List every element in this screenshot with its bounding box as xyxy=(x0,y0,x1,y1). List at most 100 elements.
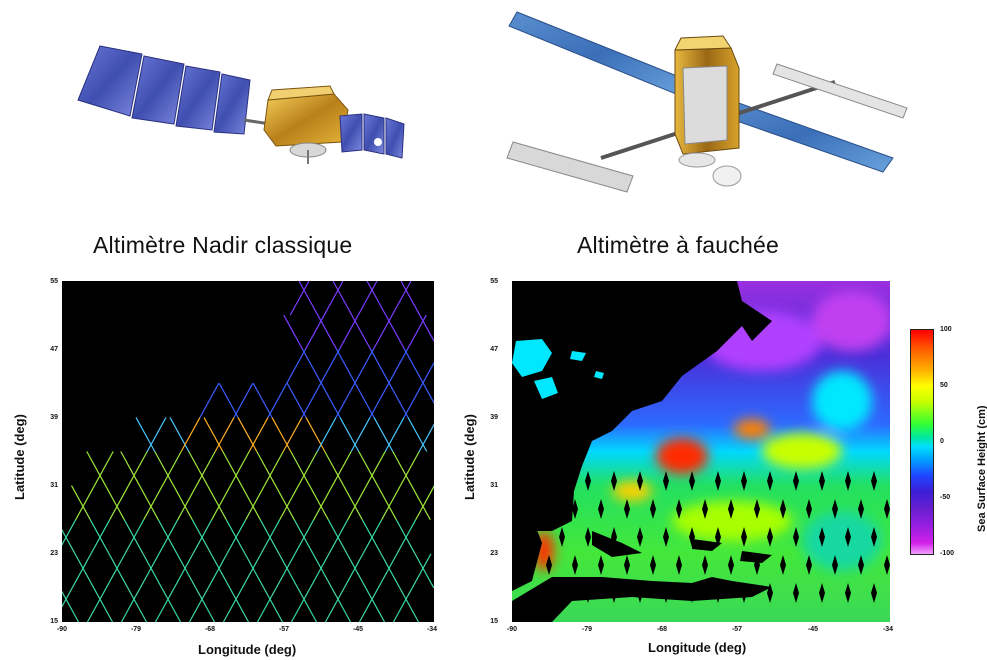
nadir-track-segment xyxy=(222,451,243,486)
land-mask xyxy=(512,281,772,622)
data-gap-diamond xyxy=(715,527,721,547)
ylabel-left: Latitude (deg) xyxy=(12,414,27,500)
nadir-track-segment xyxy=(369,383,390,418)
satellite-body xyxy=(674,35,742,187)
nadir-track-segment xyxy=(346,553,367,589)
nadir-track-segment xyxy=(210,553,231,589)
nadir-track-segment xyxy=(245,485,265,520)
data-gap-diamond xyxy=(533,527,539,547)
data-gap-diamond xyxy=(689,583,695,603)
nadir-track-segment xyxy=(313,485,333,520)
nadir-track-segment xyxy=(218,383,239,418)
ssh-colorbar xyxy=(910,329,934,555)
data-gap-diamond xyxy=(858,555,864,575)
data-gap-diamond xyxy=(715,471,721,491)
nadir-track-segment xyxy=(396,519,417,555)
nadir-track-segment xyxy=(120,451,141,486)
nadir-track-segment xyxy=(169,417,190,452)
nadir-track-segment xyxy=(244,553,265,589)
nadir-track-segment xyxy=(283,314,304,350)
nadir-track-segment xyxy=(127,587,148,622)
nadir-track-segment xyxy=(286,348,307,384)
nadir-track-segment xyxy=(332,281,353,316)
ytick-left-31: 31 xyxy=(50,482,58,489)
nadir-track-segment xyxy=(203,417,224,452)
nadir-track-segment xyxy=(105,485,125,520)
data-gap-diamond xyxy=(585,527,591,547)
xtick-left-68: -68 xyxy=(204,626,216,633)
nadir-track-segment xyxy=(237,417,258,452)
nadir-track-segment xyxy=(260,519,281,555)
data-gap-diamond xyxy=(767,527,773,547)
cyan-inland-lakes xyxy=(512,339,604,399)
data-gap-diamond xyxy=(637,527,643,547)
satellite-swath-illustration xyxy=(505,8,915,198)
data-gap-diamond xyxy=(689,527,695,547)
nadir-track-segment xyxy=(267,383,288,418)
ytick-right-55: 55 xyxy=(490,278,498,285)
xlabel-right: Longitude (deg) xyxy=(648,640,747,655)
data-gap-diamond xyxy=(741,583,747,603)
xtick-left-90: -90 xyxy=(56,626,68,633)
nadir-track-segment xyxy=(369,348,390,384)
title-swath-altimeter: Altimètre à fauchée xyxy=(577,232,779,258)
data-gap-diamond xyxy=(637,471,643,491)
data-gap-diamond xyxy=(676,499,682,519)
nadir-track-segment xyxy=(399,587,420,622)
data-gap-diamond xyxy=(741,527,747,547)
nadir-track-segment xyxy=(86,451,107,486)
nadir-track-segment xyxy=(263,451,284,486)
nadir-track-segment xyxy=(105,553,126,589)
nadir-track-segment xyxy=(298,281,319,316)
xtick-left-79: -79 xyxy=(130,626,142,633)
nadir-track-segment xyxy=(135,417,156,452)
nadir-track-segment xyxy=(419,314,434,343)
ytick-left-15: 15 xyxy=(50,618,58,625)
nadir-track-segment xyxy=(71,485,91,520)
colorbar-label: Sea Surface Height (cm) xyxy=(976,405,987,532)
nadir-track-segment xyxy=(154,451,175,486)
nadir-track-segment xyxy=(62,590,80,622)
nadir-track-segment xyxy=(418,423,434,452)
nadir-track-segment xyxy=(400,281,421,316)
nadir-track-segment xyxy=(62,519,77,546)
nadir-track-segment xyxy=(403,383,424,418)
data-gap-diamond xyxy=(572,555,578,575)
data-gap-diamond xyxy=(728,499,734,519)
data-gap-diamond xyxy=(611,527,617,547)
xtick-right-68: -68 xyxy=(656,626,668,633)
data-gap-diamond xyxy=(650,499,656,519)
nadir-track-segment xyxy=(316,417,337,452)
nadir-track-segment xyxy=(297,587,318,622)
nadir-track-segment xyxy=(301,348,322,384)
data-gap-diamond xyxy=(676,555,682,575)
nadir-track-segment xyxy=(282,417,303,452)
nadir-track-segment xyxy=(380,553,401,589)
satellite-bus xyxy=(263,85,349,164)
nadir-track-segment xyxy=(414,553,434,589)
nadir-track-segment xyxy=(173,553,194,589)
nadir-track-segment xyxy=(297,451,318,486)
xtick-right-34: -34 xyxy=(882,626,894,633)
nadir-track-segment xyxy=(331,587,352,622)
nadir-track-segment xyxy=(211,485,231,520)
nadir-track-segment xyxy=(93,587,114,622)
data-gap-diamond xyxy=(572,499,578,519)
nadir-track-segment xyxy=(366,281,387,316)
data-gap-diamond xyxy=(793,471,799,491)
data-gap-diamond xyxy=(819,471,825,491)
nadir-track-segment xyxy=(377,553,398,589)
data-gap-diamond xyxy=(663,471,669,491)
data-gap-diamond xyxy=(624,555,630,575)
colorbar-tick-50: 50 xyxy=(940,382,948,389)
ytick-right-23: 23 xyxy=(490,550,498,557)
nadir-track-segment xyxy=(139,485,159,520)
title-nadir-altimeter: Altimètre Nadir classique xyxy=(93,232,353,258)
nadir-track-segment xyxy=(127,451,148,486)
data-gap-diamond xyxy=(598,499,604,519)
nadir-track-segment xyxy=(290,587,311,622)
nadir-track-segment xyxy=(385,314,406,350)
nadir-track-segment xyxy=(403,348,424,384)
nadir-track-segment xyxy=(146,417,167,452)
xtick-right-90: -90 xyxy=(506,626,518,633)
